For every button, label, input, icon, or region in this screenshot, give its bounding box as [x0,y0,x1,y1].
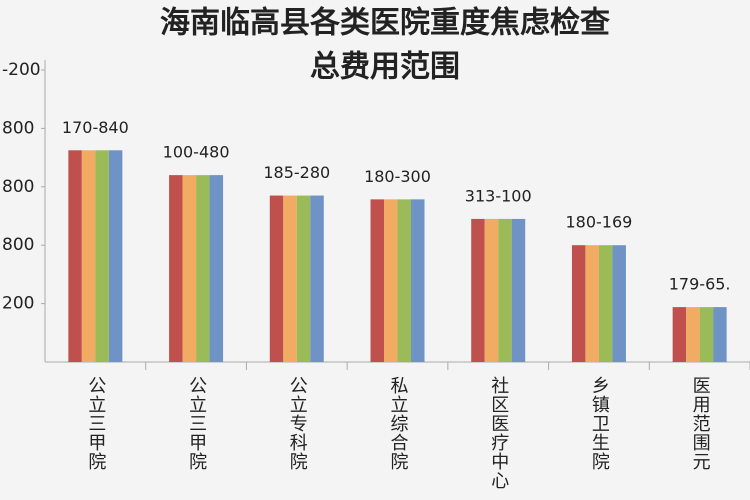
bar [169,175,183,362]
bar-annotation: 313-100 [465,186,532,205]
y-tick-label: 800 [2,118,34,138]
chart-title: 总费用范围 [310,50,460,85]
bar [68,150,82,362]
bar [571,245,586,362]
bar [511,218,526,362]
chart-title: 海南临高县各类医院重度焦虑检查 [160,6,610,41]
bar [397,199,411,362]
bar [196,175,210,362]
bar [370,199,384,362]
bar [209,175,224,362]
bar [471,218,485,362]
x-tick-label: 公立专科院 [287,376,308,471]
x-tick-label: 公立三甲院 [85,376,106,471]
bar [585,245,599,362]
bar-annotation: 185-280 [263,163,330,182]
bar [484,218,499,362]
x-tick-label: 医用范围元 [690,376,711,471]
bar [498,218,512,362]
bar [686,307,700,362]
bar-annotation: 170-840 [62,118,129,137]
bar-annotation: 180-300 [364,167,431,186]
bar-annotation: 100-480 [163,143,230,162]
bar [310,195,324,362]
bar-annotation: 179-65. [669,275,731,294]
bar [612,245,626,362]
bar [182,175,197,362]
bar [283,195,297,362]
x-tick-label: 公立三甲院 [186,376,207,471]
bar [411,199,425,362]
bar [95,150,109,362]
bar [384,199,398,362]
bar [296,195,311,362]
bar-annotation: 180-169 [565,213,632,232]
y-tick-label: 800 [2,235,34,255]
bar [598,245,613,362]
y-tick-label: 200 [2,294,34,314]
bar [713,307,727,362]
x-tick-label: 社区医疗中心 [488,376,509,490]
bar [81,150,96,362]
bar [699,307,714,362]
bar [672,307,687,362]
x-tick-label: 乡镇卫生院 [589,376,610,471]
bar [269,195,284,362]
bar [108,150,123,362]
y-tick-label: 800 [2,177,34,197]
x-tick-label: 私立综合院 [388,376,409,471]
y-tick-label: -200 [2,60,41,80]
